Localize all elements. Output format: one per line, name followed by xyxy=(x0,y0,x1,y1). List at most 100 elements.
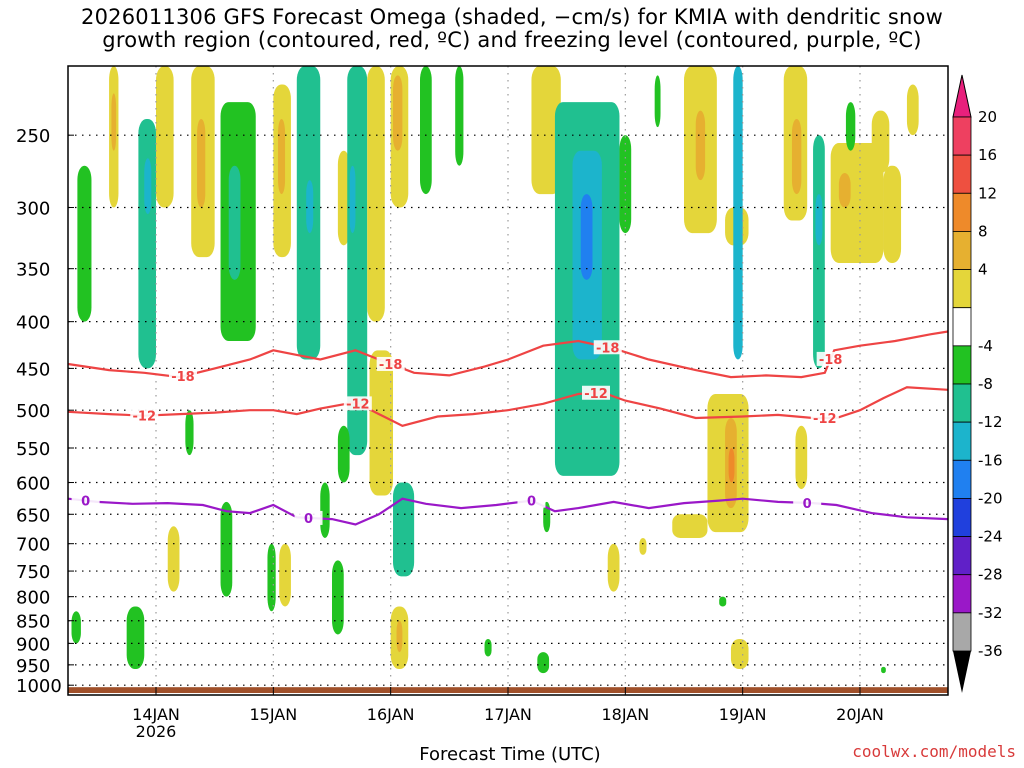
omega-cell-52 xyxy=(167,526,180,592)
contour-label-1-2: -12 xyxy=(584,387,608,402)
y-tick-label-250: 250 xyxy=(16,126,50,147)
omega-cell-69 xyxy=(279,543,291,607)
colorbar-top-triangle xyxy=(952,74,972,118)
x-tick-sublabel-14JAN: 2026 xyxy=(136,722,177,741)
chart-title-line-1: 2026011306 GFS Forecast Omega (shaded, −… xyxy=(81,5,943,29)
contour-label-1-0: -12 xyxy=(133,410,157,425)
omega-cell-55 xyxy=(332,560,344,635)
chart-title: 2026011306 GFS Forecast Omega (shaded, −… xyxy=(0,6,1024,52)
y-tick-label-1000: 1000 xyxy=(16,676,62,697)
credit-text[interactable]: coolwx.com/models xyxy=(852,742,1016,761)
colorbar-bin-12 xyxy=(952,574,972,614)
colorbar-label-9: -20 xyxy=(978,489,1003,507)
omega-cell-32 xyxy=(733,66,743,360)
colorbar-label-13: -36 xyxy=(978,642,1003,660)
colorbar-bin-10 xyxy=(952,498,972,537)
x-axis-label: Forecast Time (UTC) xyxy=(419,744,601,765)
y-tick-label-800: 800 xyxy=(16,588,50,609)
colorbar-bin-13 xyxy=(952,612,972,652)
omega-cell-37 xyxy=(830,143,884,263)
omega-cell-21 xyxy=(455,66,464,166)
contour-line-0 xyxy=(67,497,949,526)
omega-cell-17 xyxy=(367,66,385,322)
omega-cell-45 xyxy=(337,425,350,483)
omega-cell-35 xyxy=(813,135,825,369)
contour-label-0-0: -18 xyxy=(171,370,195,385)
omega-cell-41 xyxy=(906,84,919,136)
omega-cell-19 xyxy=(393,75,403,151)
omega-cell-11 xyxy=(278,118,286,195)
y-tick-label-900: 900 xyxy=(16,634,50,655)
y-tick-label-350: 350 xyxy=(16,260,50,281)
omega-cell-4 xyxy=(77,165,92,322)
colorbar-bin-11 xyxy=(952,536,972,576)
contour-label-2-0: 0 xyxy=(81,495,90,510)
omega-cell-48 xyxy=(320,482,330,538)
y-tick-label-850: 850 xyxy=(16,612,50,633)
contour-label-2-3: 0 xyxy=(803,497,812,512)
omega-cell-47 xyxy=(396,620,403,653)
contour-label-0-3: -18 xyxy=(819,353,843,368)
omega-cell-5 xyxy=(156,66,174,208)
omega-cell-53 xyxy=(126,606,145,670)
contour-label-bg-1-1 xyxy=(343,396,372,411)
omega-cell-9 xyxy=(228,165,241,280)
y-tick-label-650: 650 xyxy=(16,505,50,526)
colorbar-label-11: -28 xyxy=(978,566,1003,584)
x-tick-label-18JAN: 18JAN xyxy=(601,705,649,724)
omega-cell-16 xyxy=(349,165,356,234)
contour-label-bg-2-1 xyxy=(294,510,323,525)
colorbar-bottom-triangle xyxy=(953,651,971,693)
omega-cell-30 xyxy=(695,110,706,181)
colorbar-label-7: -12 xyxy=(978,413,1003,431)
omega-cell-60 xyxy=(672,514,708,538)
omega-cell-54 xyxy=(71,611,81,644)
contour-label-bg-0-0 xyxy=(168,369,197,384)
colorbar-label-3: 8 xyxy=(978,222,988,240)
omega-cell-20 xyxy=(420,66,432,195)
contour-label-0-2: -18 xyxy=(596,341,620,356)
contour-label-0-1: -18 xyxy=(379,358,403,373)
omega-cell-14 xyxy=(337,150,350,246)
omega-cell-1 xyxy=(111,93,117,151)
colorbar-bin-0 xyxy=(952,116,972,156)
y-tick-label-750: 750 xyxy=(16,562,50,583)
omega-cell-64 xyxy=(795,425,808,490)
omega-cell-13 xyxy=(306,180,314,234)
y-tick-label-600: 600 xyxy=(16,474,50,495)
colorbar-bin-1 xyxy=(952,154,972,194)
x-tick-label-20JAN: 20JAN xyxy=(836,705,884,724)
y-tick-label-950: 950 xyxy=(16,656,50,677)
colorbar-bin-7 xyxy=(952,383,972,423)
y-tick-label-450: 450 xyxy=(16,359,50,380)
contour-label-bg-2-3 xyxy=(793,495,822,510)
omega-cell-40 xyxy=(883,165,902,263)
x-tick-label-17JAN: 17JAN xyxy=(484,705,532,724)
x-tick-label-15JAN: 15JAN xyxy=(249,705,297,724)
omega-cell-66 xyxy=(719,596,727,607)
omega-cell-68 xyxy=(881,666,886,674)
colorbar-bin-6 xyxy=(952,345,972,385)
y-tick-label-550: 550 xyxy=(16,439,50,460)
omega-cell-51 xyxy=(267,543,276,612)
omega-cell-34 xyxy=(791,118,802,195)
omega-cell-50 xyxy=(220,501,233,597)
omega-cell-2 xyxy=(138,118,156,369)
colorbar-bin-2 xyxy=(952,192,972,232)
y-tick-label-500: 500 xyxy=(16,401,50,422)
omega-cell-3 xyxy=(144,158,152,215)
contour-label-bg-0-3 xyxy=(816,351,845,366)
colorbar-bin-4 xyxy=(952,269,972,309)
omega-cell-67 xyxy=(484,638,492,657)
contour-label-1-3: -12 xyxy=(813,412,837,427)
omega-cell-28 xyxy=(654,75,661,128)
omega-cell-22 xyxy=(531,66,561,195)
contour-label-bg-1-3 xyxy=(810,411,839,426)
contour-label-2-2: 0 xyxy=(527,495,536,510)
omega-cell-58 xyxy=(607,543,620,592)
colorbar-label-4: 4 xyxy=(978,261,988,279)
contour-label-bg-1-0 xyxy=(130,408,159,423)
x-tick-label-19JAN: 19JAN xyxy=(719,705,767,724)
contour-label-bg-1-2 xyxy=(582,385,610,400)
